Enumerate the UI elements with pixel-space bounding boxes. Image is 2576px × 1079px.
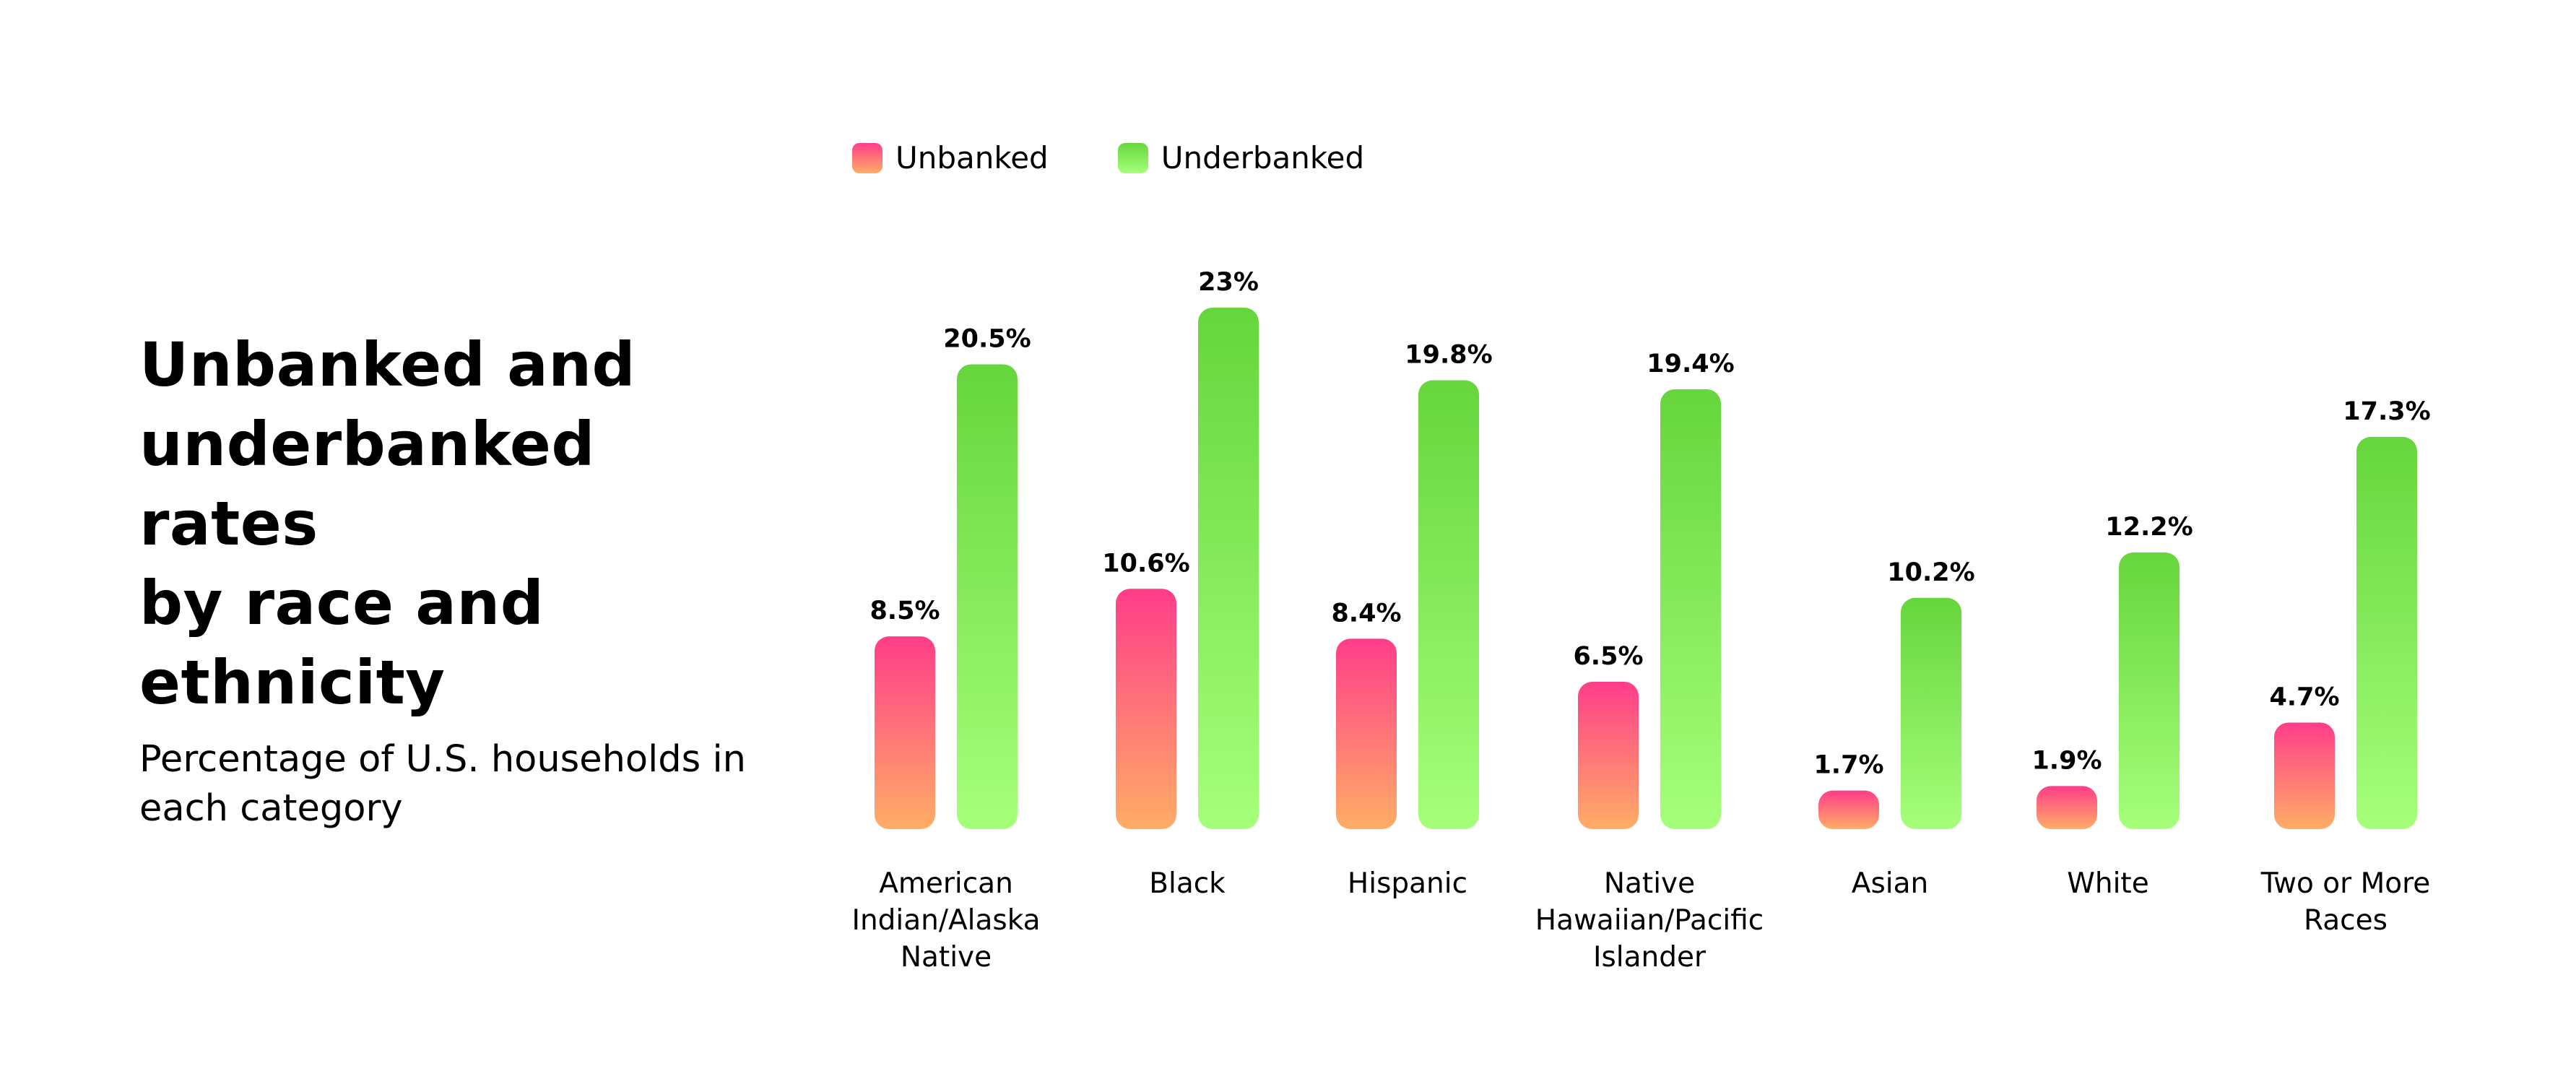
category-label-native-hawaiian-pacific-islander: Islander bbox=[1593, 941, 1707, 974]
value-label-underbanked-hispanic: 19.8% bbox=[1405, 340, 1492, 369]
bar-underbanked-black bbox=[1198, 308, 1259, 829]
bar-unbanked-native-hawaiian-pacific-islander bbox=[1578, 681, 1639, 829]
bar-underbanked-native-hawaiian-pacific-islander bbox=[1660, 389, 1721, 829]
value-label-unbanked-american-indian-alaska-native: 8.5% bbox=[869, 597, 940, 625]
value-label-unbanked-white: 1.9% bbox=[2031, 746, 2102, 775]
chart-subtitle: Percentage of U.S. households in each ca… bbox=[139, 738, 746, 830]
value-label-unbanked-black: 10.6% bbox=[1102, 549, 1189, 578]
bar-unbanked-hispanic bbox=[1336, 638, 1397, 829]
category-label-black: Black bbox=[1149, 867, 1226, 900]
category-label-asian: Asian bbox=[1852, 867, 1928, 900]
legend-label-unbanked: Unbanked bbox=[895, 140, 1049, 176]
legend-swatch-underbanked bbox=[1117, 142, 1148, 173]
bar-unbanked-two-or-more-races bbox=[2274, 722, 2335, 829]
category-label-two-or-more-races: Two or More bbox=[2260, 867, 2431, 900]
title-block: Unbanked and underbanked rates by race a… bbox=[139, 325, 760, 833]
bar-unbanked-white bbox=[2037, 786, 2097, 829]
category-label-american-indian-alaska-native: Indian/Alaska bbox=[851, 904, 1040, 937]
value-label-unbanked-asian: 1.7% bbox=[1813, 751, 1883, 780]
category-label-american-indian-alaska-native: Native bbox=[901, 941, 992, 974]
legend: Unbanked Underbanked bbox=[852, 140, 1434, 176]
category-label-two-or-more-races: Races bbox=[2304, 904, 2388, 937]
chart-title: Unbanked and underbanked rates by race a… bbox=[139, 329, 636, 718]
value-label-underbanked-american-indian-alaska-native: 20.5% bbox=[943, 324, 1031, 353]
value-label-underbanked-native-hawaiian-pacific-islander: 19.4% bbox=[1647, 350, 1734, 378]
legend-swatch-unbanked bbox=[852, 142, 882, 173]
value-label-underbanked-two-or-more-races: 17.3% bbox=[2343, 397, 2430, 426]
value-label-underbanked-asian: 10.2% bbox=[1887, 558, 1974, 587]
bar-underbanked-two-or-more-races bbox=[2356, 436, 2417, 829]
bar-underbanked-american-indian-alaska-native bbox=[957, 364, 1018, 829]
bar-underbanked-white bbox=[2119, 552, 2180, 829]
category-label-white: White bbox=[2067, 867, 2148, 900]
bar-underbanked-asian bbox=[1901, 597, 1961, 829]
category-label-american-indian-alaska-native: American bbox=[879, 867, 1013, 900]
legend-label-underbanked: Underbanked bbox=[1161, 140, 1365, 176]
category-label-native-hawaiian-pacific-islander: Native bbox=[1604, 867, 1695, 900]
bar-unbanked-asian bbox=[1818, 790, 1879, 829]
value-label-unbanked-native-hawaiian-pacific-islander: 6.5% bbox=[1573, 642, 1643, 671]
legend-item-underbanked: Underbanked bbox=[1117, 140, 1365, 176]
bar-unbanked-black bbox=[1116, 589, 1176, 829]
legend-item-unbanked: Unbanked bbox=[852, 140, 1049, 176]
bar-underbanked-hispanic bbox=[1418, 380, 1479, 829]
bar-unbanked-american-indian-alaska-native bbox=[875, 636, 935, 829]
value-label-unbanked-two-or-more-races: 4.7% bbox=[2269, 682, 2339, 711]
value-label-underbanked-white: 12.2% bbox=[2105, 513, 2193, 542]
value-label-underbanked-black: 23% bbox=[1198, 268, 1259, 297]
category-label-hispanic: Hispanic bbox=[1348, 867, 1467, 900]
value-label-unbanked-hispanic: 8.4% bbox=[1331, 599, 1401, 628]
category-label-native-hawaiian-pacific-islander: Hawaiian/Pacific bbox=[1535, 904, 1764, 937]
